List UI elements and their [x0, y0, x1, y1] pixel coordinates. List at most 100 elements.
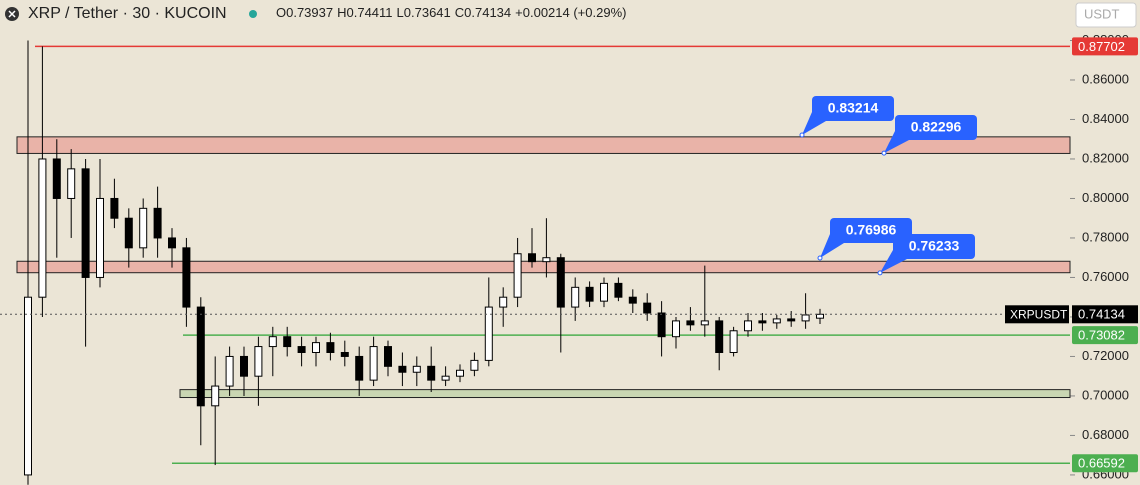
callout-label: 0.76986: [846, 222, 897, 238]
candle-body: [81, 168, 90, 278]
callout-anchor: [881, 150, 887, 156]
y-tick-label: 0.80000: [1082, 190, 1129, 205]
symbol-label: XRPUSDT: [1010, 307, 1068, 321]
currency-label: USDT: [1084, 6, 1119, 21]
candle-body: [801, 314, 810, 322]
candle-body: [211, 385, 220, 407]
y-tick-label: 0.72000: [1082, 348, 1129, 363]
level-label-bg: [1072, 454, 1138, 473]
callout-box: [830, 218, 912, 243]
callout-anchor: [817, 255, 823, 261]
level-label: 0.73082: [1078, 328, 1125, 343]
ohlc-value: +0.00214 (+0.29%): [515, 5, 626, 20]
callout-label: 0.76233: [909, 238, 960, 254]
y-tick-label: 0.84000: [1082, 111, 1129, 126]
candle-body: [139, 207, 148, 249]
candle-body: [600, 282, 608, 302]
callout-anchor: [877, 270, 883, 276]
ohlc-value: O0.73937: [276, 5, 333, 20]
y-tick-label: 0.68000: [1082, 427, 1129, 442]
level-label: 0.66592: [1078, 456, 1125, 471]
candle-body: [110, 197, 119, 219]
zone: [16, 136, 1071, 154]
candle-body: [312, 342, 320, 353]
last-price-label: 0.74134: [1078, 307, 1125, 322]
candle-body: [686, 320, 695, 326]
candle-body: [67, 168, 76, 199]
y-tick-label: 0.78000: [1082, 229, 1129, 244]
candle-body: [542, 257, 551, 263]
candle-body: [182, 247, 191, 308]
candle-body: [153, 207, 162, 239]
candle-body: [96, 197, 104, 278]
header-bg: [0, 0, 700, 28]
candle-body: [470, 359, 479, 371]
candle-body: [240, 355, 248, 377]
zone: [16, 260, 1071, 274]
candle-body: [412, 365, 421, 373]
candle-body: [528, 253, 536, 263]
plot: 0.660000.680000.700000.720000.740000.760…: [0, 32, 1129, 485]
ohlc-value: C0.74134: [455, 5, 511, 20]
y-tick-label: 0.82000: [1082, 150, 1129, 165]
status-dot: [249, 10, 257, 18]
ohlc-value: L0.73641: [397, 5, 451, 20]
candle-body: [168, 237, 176, 249]
close-icon-x: [8, 10, 16, 18]
candle-body: [297, 346, 306, 353]
y-tick-label: 0.76000: [1082, 269, 1129, 284]
candle-body: [499, 296, 508, 308]
callout-box: [895, 115, 977, 140]
candle-body: [398, 365, 407, 373]
candle-body: [340, 351, 349, 357]
level-label: 0.87702: [1078, 39, 1125, 54]
level-label-bg: [1072, 326, 1138, 345]
ohlc-value: H0.74411: [337, 5, 392, 20]
candle-body: [772, 318, 781, 324]
candle-body: [556, 257, 565, 308]
candle-body: [326, 342, 335, 353]
candle-body: [744, 320, 752, 332]
y-tick-label: 0.70000: [1082, 387, 1129, 402]
candle-body: [628, 296, 637, 304]
candle-body: [369, 346, 378, 381]
candle-body: [355, 355, 364, 381]
candle-body: [52, 158, 61, 199]
currency-select[interactable]: [1075, 2, 1137, 28]
callout-label: 0.83214: [828, 100, 879, 116]
chart-title: XRP / Tether · 30 · KUCOIN: [28, 5, 227, 22]
candle-body: [427, 365, 436, 381]
candle-body: [225, 355, 234, 387]
callout-anchor: [799, 132, 805, 138]
overlay: 0.87702 0.73082 0.66592 XRPUSDT 0.74134 0.832…: [799, 37, 1138, 473]
candle-body: [254, 346, 263, 377]
level-label-bg: [1072, 37, 1138, 56]
candle-body: [672, 320, 680, 338]
y-tick-label: 0.86000: [1082, 71, 1129, 86]
candle-body: [643, 302, 652, 314]
candle-body: [729, 330, 738, 353]
candle-body: [484, 306, 493, 361]
candle-body: [456, 369, 464, 377]
candle-body: [196, 306, 205, 407]
candle-body: [787, 318, 796, 322]
candle-body: [268, 336, 277, 348]
callout-box: [812, 96, 894, 121]
candle-body: [513, 253, 522, 298]
candle-body: [816, 313, 824, 319]
symbol-label-bg: [1005, 305, 1069, 324]
candle-body: [124, 217, 133, 249]
candle-body: [614, 282, 623, 298]
candle-body: [384, 346, 392, 367]
candle-body: [441, 375, 450, 381]
candle-body: [571, 286, 580, 308]
candle-body: [700, 320, 709, 326]
candle-body: [38, 158, 47, 298]
zone: [179, 389, 1071, 399]
callout-label: 0.82296: [911, 119, 962, 135]
ohlc-legend: O0.73937 H0.74411 L0.73641 C0.74134 +0.00214…: [276, 5, 626, 20]
candle-body: [283, 336, 292, 348]
candle-body: [758, 320, 767, 324]
